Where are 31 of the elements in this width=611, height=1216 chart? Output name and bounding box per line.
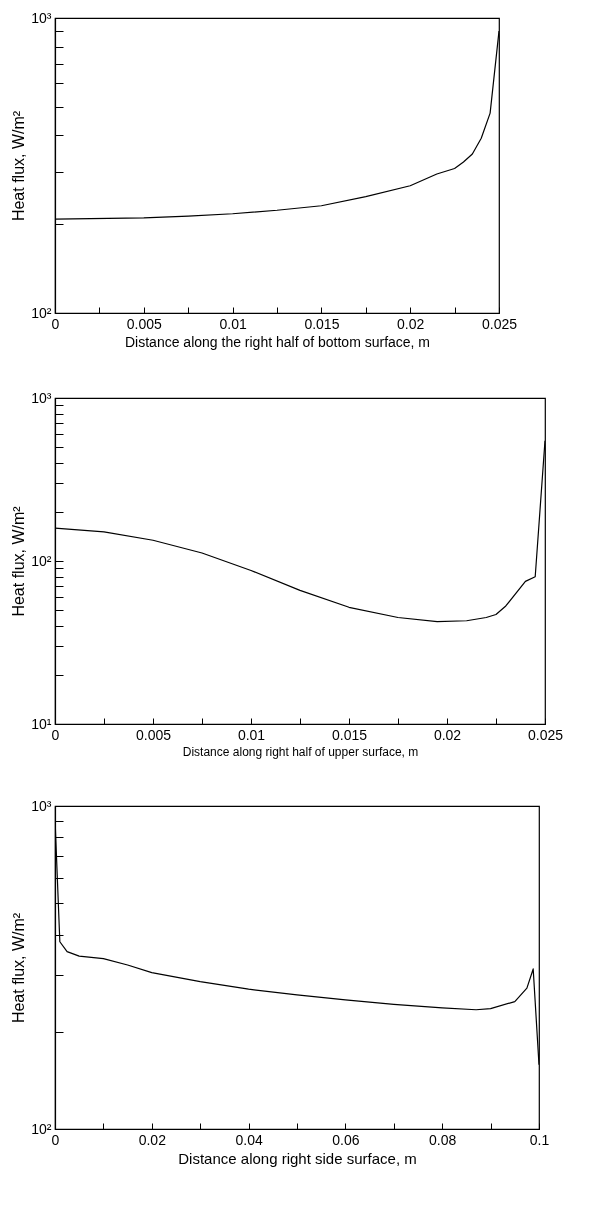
x-tick-label: 0.015 (304, 315, 340, 332)
x-tick-label: 0 (51, 726, 60, 743)
x-tick-label: 0 (51, 1131, 60, 1148)
x-tick-label: 0.02 (138, 1131, 167, 1148)
y-axis-title: Heat flux, W/m² (10, 110, 28, 222)
x-axis-title: Distance along right side surface, m (178, 1149, 417, 1167)
y-tick-label: 10³ (31, 9, 52, 26)
y-tick-label: 10¹ (31, 715, 52, 732)
x-tick-label: 0.01 (219, 315, 247, 332)
x-tick-label: 0.025 (527, 726, 564, 743)
y-axis-title: Heat flux, W/m² (10, 505, 28, 617)
x-tick-label: 0.015 (331, 726, 368, 743)
x-tick-label: 0.08 (429, 1131, 457, 1148)
x-axis-title: Distance along the right half of bottom surface, m (124, 333, 431, 350)
y-tick-label: 10² (31, 1120, 52, 1137)
x-tick-label: 0.01 (237, 726, 266, 743)
y-tick-label: 10³ (31, 389, 52, 406)
x-axis-title: Distance along right half of upper surface, m (182, 744, 419, 759)
x-tick-label: 0.04 (235, 1131, 263, 1148)
x-tick-label: 0 (51, 315, 60, 332)
x-tick-label: 0.1 (529, 1131, 550, 1148)
x-tick-label: 0.005 (135, 726, 172, 743)
x-tick-label: 0.06 (332, 1131, 360, 1148)
x-tick-label: 0.02 (433, 726, 462, 743)
y-tick-label: 10² (31, 304, 52, 321)
x-tick-label: 0.02 (397, 315, 425, 332)
y-tick-label: 10² (31, 552, 52, 569)
x-tick-label: 0.025 (481, 315, 518, 332)
x-tick-label: 0.005 (126, 315, 163, 332)
y-tick-label: 10³ (31, 797, 52, 814)
y-axis-title: Heat flux, W/m² (10, 912, 28, 1024)
